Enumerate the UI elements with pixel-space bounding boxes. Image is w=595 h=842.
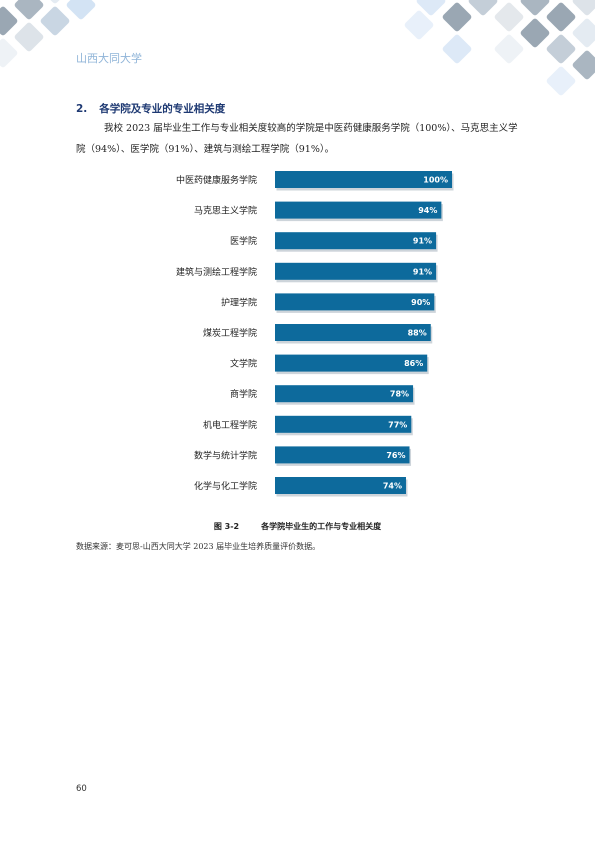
bar-value-label: 74% — [383, 482, 402, 491]
bar — [275, 232, 437, 250]
bar — [275, 262, 437, 280]
category-label: 医学院 — [230, 235, 257, 247]
bar-value-label: 100% — [423, 176, 448, 185]
figure-caption: 图 3-2 各学院毕业生的工作与专业相关度 — [0, 521, 595, 532]
category-label: 建筑与测绘工程学院 — [176, 266, 257, 278]
right-tile-pattern — [404, 0, 595, 96]
figure-number: 图 3-2 — [213, 522, 240, 531]
category-label: 化学与化工学院 — [194, 480, 257, 492]
bar — [275, 354, 428, 372]
section-title: 各学院及专业的专业相关度 — [99, 103, 226, 115]
figure-caption-text: 各学院毕业生的工作与专业相关度 — [261, 522, 382, 531]
category-label: 中医药健康服务学院 — [176, 174, 257, 186]
category-label: 数学与统计学院 — [194, 449, 257, 461]
bar — [275, 324, 431, 341]
page-number: 60 — [76, 784, 87, 794]
bar-value-label: 91% — [413, 267, 432, 276]
bar-value-label: 78% — [390, 390, 409, 399]
bar-value-label: 91% — [413, 237, 432, 246]
bar — [275, 415, 412, 433]
school-name: 山西大同大学 — [76, 52, 142, 65]
bar — [275, 446, 410, 464]
left-tile-pattern — [0, 0, 96, 68]
category-label: 商学院 — [230, 388, 257, 400]
category-label: 文学院 — [230, 358, 257, 370]
body-paragraph: 我校 2023 届毕业生工作与专业相关度较高的学院是中医药健康服务学院（100%… — [76, 123, 518, 155]
category-label: 马克思主义学院 — [194, 205, 257, 217]
category-label: 煤炭工程学院 — [203, 327, 257, 339]
bar-value-label: 86% — [404, 359, 423, 368]
bar-chart: 中医药健康服务学院 100% 马克思主义学院 94% 医学院 91% 建筑与测绘工程学院 91… — [176, 171, 454, 497]
data-source-note: 数据来源：麦可思-山西大同大学 2023 届毕业生培养质量评价数据。 — [76, 542, 321, 551]
bar-value-label: 88% — [408, 329, 427, 338]
header-decoration — [0, 0, 595, 96]
bar-value-label: 77% — [388, 420, 407, 429]
bar — [275, 293, 435, 311]
section-heading: 2. 各学院及专业的专业相关度 — [76, 101, 225, 116]
bar — [275, 201, 442, 219]
bar — [275, 477, 406, 494]
bar — [275, 385, 414, 403]
bar — [275, 171, 452, 188]
section-number: 2. — [76, 103, 88, 115]
category-label: 护理学院 — [221, 296, 257, 308]
category-label: 机电工程学院 — [203, 419, 257, 431]
bar-value-label: 94% — [418, 206, 437, 215]
bar-value-label: 76% — [386, 451, 405, 460]
bar-value-label: 90% — [411, 298, 430, 307]
